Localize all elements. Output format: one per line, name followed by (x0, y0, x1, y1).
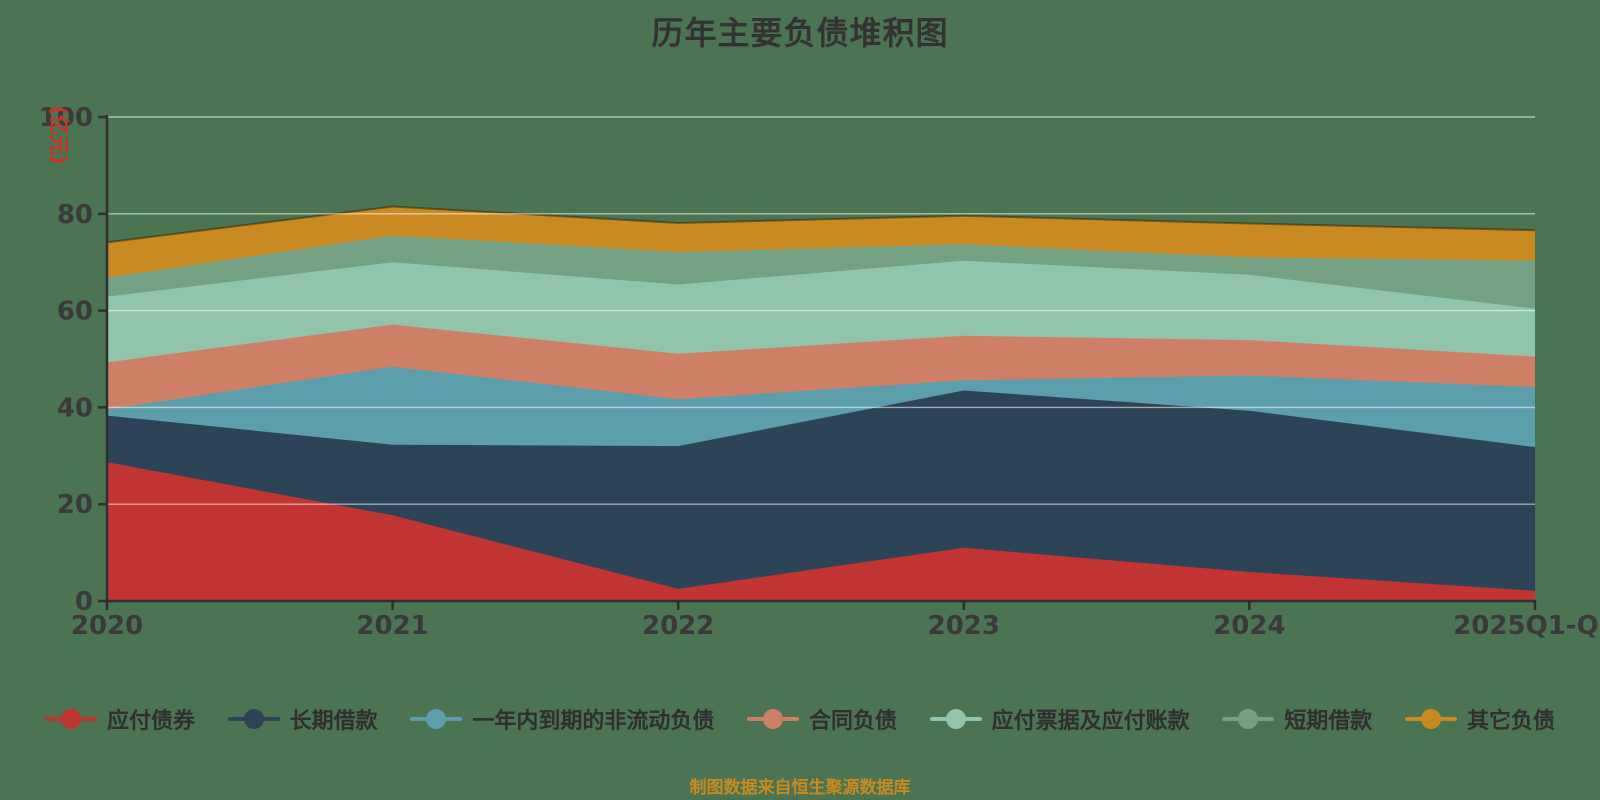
legend-label: 其它负债 (1466, 709, 1555, 734)
legend-label: 合同负债 (808, 709, 897, 734)
x-tick-label: 2025Q1-Q3 (1453, 611, 1600, 641)
x-tick-label: 2021 (356, 611, 428, 641)
legend-item-2[interactable]: 一年内到期的非流动负债 (410, 703, 714, 735)
legend-item-6[interactable]: 其它负债 (1404, 703, 1555, 735)
x-tick-label: 2022 (642, 611, 714, 641)
x-tick-label: 2024 (1213, 611, 1285, 641)
legend-line-dot-icon (410, 708, 463, 730)
legend-line-dot-icon (45, 708, 97, 730)
y-tick-label: 80 (57, 200, 93, 230)
y-tick-label: 40 (57, 393, 93, 423)
y-tick-label: 100 (39, 103, 93, 133)
legend: 应付债券 长期借款 一年内到期的非流动负债 合同负债 应付票据及应付账款 短期借款 其它负债 (0, 701, 1600, 737)
legend-label: 应付债券 (107, 709, 196, 734)
y-tick-label: 60 (57, 297, 93, 327)
legend-item-1[interactable]: 长期借款 (227, 703, 378, 735)
legend-item-0[interactable]: 应付债券 (45, 703, 195, 735)
total-line (106, 205, 1536, 244)
legend-line-dot-icon (929, 708, 982, 730)
area-series-0 (107, 462, 1535, 601)
legend-item-4[interactable]: 应付票据及应付账款 (929, 703, 1190, 735)
y-tick-label: 0 (75, 587, 93, 617)
legend-line-dot-icon (227, 708, 280, 730)
legend-label: 一年内到期的非流动负债 (472, 709, 715, 734)
chart-title: 历年主要负债堆积图 (651, 14, 949, 52)
legend-line-dot-icon (1404, 708, 1457, 730)
legend-label: 长期借款 (289, 709, 378, 734)
legend-item-5[interactable]: 短期借款 (1222, 703, 1372, 735)
y-tick-label: 20 (57, 490, 93, 520)
legend-item-3[interactable]: 合同负债 (746, 703, 897, 735)
legend-line-dot-icon (1222, 708, 1275, 730)
y-axis-unit-label: (亿元) (47, 106, 71, 164)
x-tick-label: 2020 (71, 611, 143, 641)
data-source-caption: 制图数据来自恒生聚源数据库 (689, 778, 911, 798)
legend-label: 短期借款 (1284, 709, 1373, 734)
legend-label: 应付票据及应付账款 (991, 709, 1190, 734)
legend-line-dot-icon (746, 708, 799, 730)
x-tick-label: 2023 (928, 611, 1000, 641)
